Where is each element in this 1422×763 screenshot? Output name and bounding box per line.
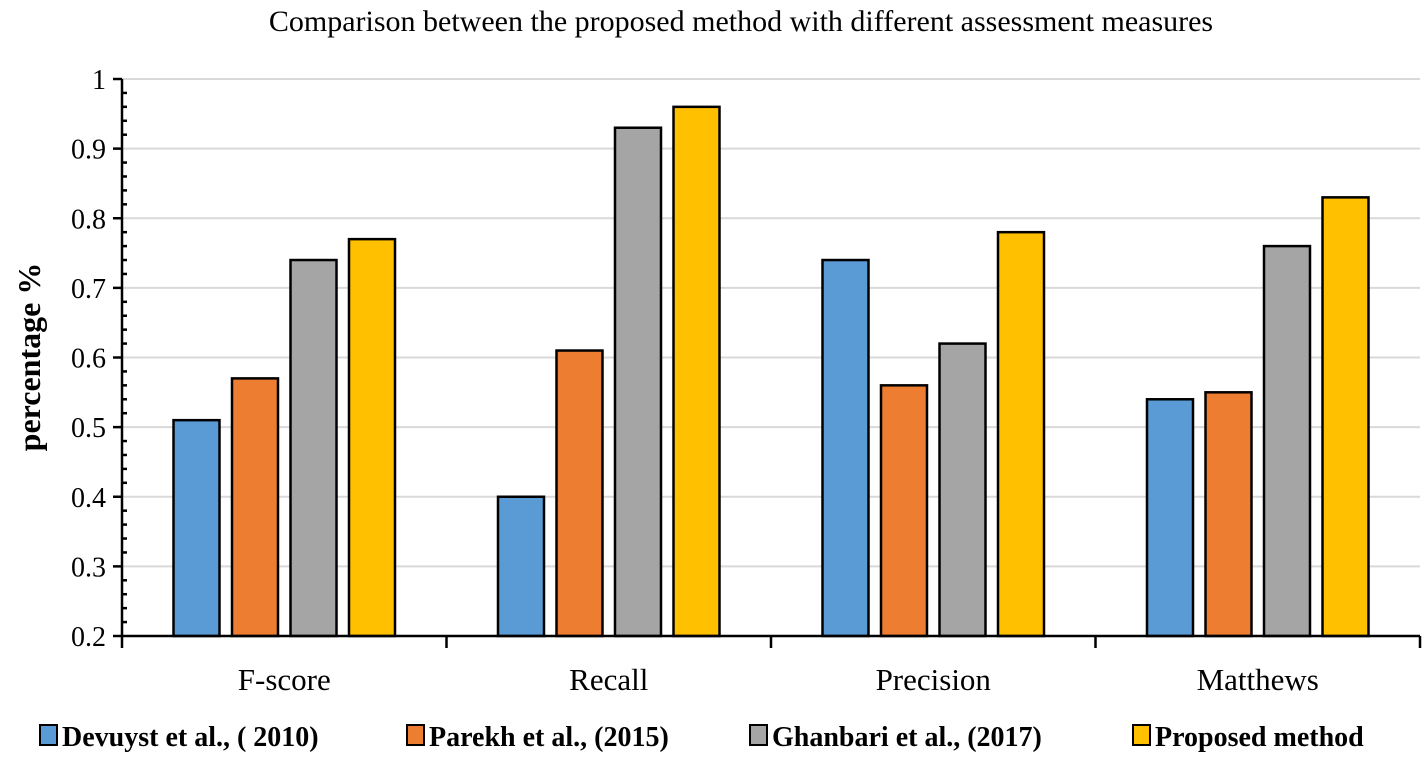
legend-swatch-4 xyxy=(1132,724,1151,746)
bar-recall-series-1 xyxy=(496,495,546,638)
gridlines xyxy=(122,78,1420,568)
bar-matthews-series-4 xyxy=(1321,196,1370,638)
bar-recall-series-4 xyxy=(672,105,721,638)
bar-f-score-series-1 xyxy=(172,418,221,638)
x-category-label: Recall xyxy=(569,662,648,697)
bar-precision-series-4 xyxy=(996,230,1046,638)
legend-label: Ghanbari et al., (2017) xyxy=(772,722,1042,753)
bar-f-score-series-4 xyxy=(347,237,397,638)
bar-f-score-series-2 xyxy=(230,377,280,638)
x-category-label: F-score xyxy=(238,662,331,697)
legend-swatch-2 xyxy=(406,724,425,746)
y-tick-label: 0.2 xyxy=(71,622,106,653)
bar-recall-series-2 xyxy=(555,349,604,638)
bar-precision-series-1 xyxy=(821,258,870,638)
legend-label: Parekh et al., (2015) xyxy=(429,722,669,753)
y-tick-label: 1 xyxy=(92,65,106,96)
legend-label: Devuyst et al., ( 2010) xyxy=(62,722,319,753)
bars xyxy=(172,105,1370,638)
bar-f-score-series-3 xyxy=(289,258,338,638)
bar-precision-series-3 xyxy=(938,342,987,638)
x-category-labels: F-score Recall Precision Matthews xyxy=(238,662,1319,697)
y-tick-label: 0.9 xyxy=(71,135,106,166)
y-tick-label: 0.4 xyxy=(71,483,106,514)
bar-precision-series-2 xyxy=(879,384,929,638)
x-category-label: Matthews xyxy=(1197,662,1319,697)
bar-matthews-series-2 xyxy=(1204,391,1253,638)
y-tick-labels: 0.2 0.3 0.4 0.5 0.6 0.7 0.8 0.9 1 xyxy=(71,65,106,653)
bar-matthews-series-1 xyxy=(1145,398,1195,638)
bar-recall-series-3 xyxy=(613,126,663,638)
legend-swatch-1 xyxy=(39,724,58,746)
legend: Devuyst et al., ( 2010) Parekh et al., (2… xyxy=(39,722,1364,753)
axes xyxy=(113,77,1422,648)
chart-title: Comparison between the proposed method w… xyxy=(269,5,1213,38)
legend-label: Proposed method xyxy=(1155,722,1364,753)
bar-matthews-series-3 xyxy=(1262,244,1312,638)
x-category-label: Precision xyxy=(876,662,992,697)
y-tick-label: 0.8 xyxy=(71,204,106,235)
y-tick-label: 0.6 xyxy=(71,344,106,375)
y-axis-label: percentage % xyxy=(11,263,47,452)
legend-swatch-3 xyxy=(749,724,768,746)
y-tick-label: 0.3 xyxy=(71,552,106,583)
y-tick-label: 0.7 xyxy=(71,274,106,305)
y-tick-label: 0.5 xyxy=(71,413,106,444)
